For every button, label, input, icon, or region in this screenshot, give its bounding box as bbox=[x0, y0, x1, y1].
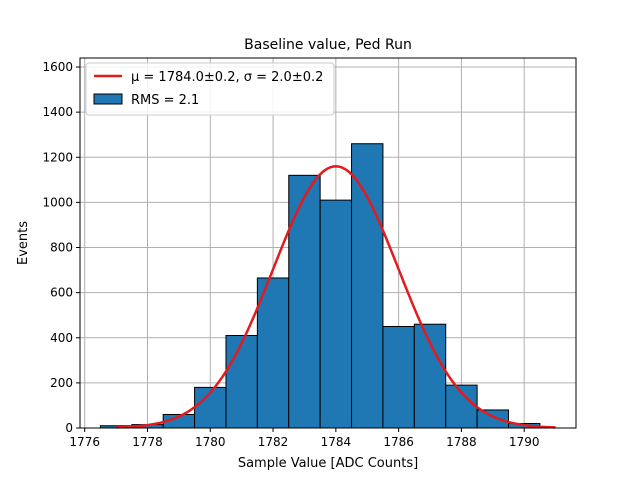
y-tick-label: 1400 bbox=[42, 105, 73, 119]
x-tick-label: 1782 bbox=[258, 435, 289, 449]
x-tick-label: 1784 bbox=[321, 435, 352, 449]
x-axis-ticks: 1776 1778 1780 1782 1784 1786 1788 1790 bbox=[69, 428, 539, 449]
x-tick-label: 1786 bbox=[383, 435, 414, 449]
legend-histogram-label: RMS = 2.1 bbox=[131, 93, 199, 108]
legend-histogram-swatch bbox=[93, 93, 123, 105]
y-tick-label: 400 bbox=[50, 331, 73, 345]
histogram-bar bbox=[256, 277, 290, 429]
chart-title: Baseline value, Ped Run bbox=[244, 37, 412, 53]
y-tick-label: 1600 bbox=[42, 60, 73, 74]
histogram-bar bbox=[288, 174, 321, 429]
x-tick-label: 1778 bbox=[132, 435, 163, 449]
legend-fit-label: μ = 1784.0±0.2, σ = 2.0±0.2 bbox=[131, 70, 323, 85]
y-tick-label: 800 bbox=[50, 241, 73, 255]
histogram-bar bbox=[413, 323, 447, 429]
y-axis-ticks: 0 200 400 600 800 1000 1200 1400 1600 bbox=[42, 60, 80, 435]
x-tick-label: 1790 bbox=[509, 435, 540, 449]
histogram-bar bbox=[382, 325, 415, 429]
y-tick-label: 0 bbox=[65, 421, 73, 435]
plot-frame bbox=[79, 57, 577, 429]
histogram-bar bbox=[476, 409, 510, 429]
legend-box bbox=[85, 62, 335, 116]
legend: μ = 1784.0±0.2, σ = 2.0±0.2 RMS = 2.1 bbox=[85, 62, 335, 116]
y-tick-label: 200 bbox=[50, 376, 73, 390]
histogram-bar bbox=[351, 143, 384, 429]
y-tick-label: 1000 bbox=[42, 195, 73, 209]
histogram-bar bbox=[225, 335, 258, 429]
y-axis-label: Events bbox=[16, 221, 31, 265]
y-tick-label: 600 bbox=[50, 286, 73, 300]
x-axis-label: Sample Value [ADC Counts] bbox=[238, 456, 418, 471]
fit-curve-layer bbox=[116, 165, 556, 429]
histogram-bars bbox=[99, 143, 541, 429]
x-tick-label: 1788 bbox=[446, 435, 477, 449]
x-tick-label: 1776 bbox=[69, 435, 100, 449]
y-tick-label: 1200 bbox=[42, 150, 73, 164]
x-tick-label: 1780 bbox=[195, 435, 226, 449]
histogram-bar bbox=[319, 199, 353, 429]
gaussian-fit-curve bbox=[116, 165, 556, 429]
